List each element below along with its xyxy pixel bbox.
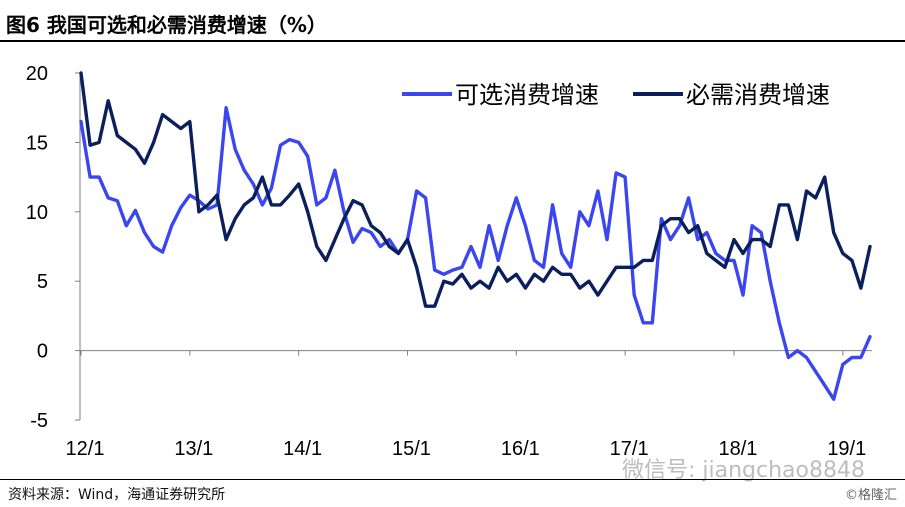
legend-label-optional: 可选消费增速 — [455, 81, 599, 109]
y-tick-label: -5 — [30, 410, 48, 432]
x-tick-label: 19/1 — [827, 438, 866, 460]
x-tick-label: 13/1 — [174, 438, 213, 460]
x-tick-label: 18/1 — [718, 438, 757, 460]
x-tick-label: 14/1 — [283, 438, 322, 460]
x-tick-label: 16/1 — [501, 438, 540, 460]
chart-axes: 20 15 10 5 0 -5 12/1 13/1 14/1 15/1 16/1 17/1 18/1 19… — [26, 63, 872, 460]
chart-title: 图6 我国可选和必需消费增速（%） — [6, 13, 327, 37]
x-tick-label: 15/1 — [392, 438, 431, 460]
chart-legend: 可选消费增速 必需消费增速 — [402, 81, 830, 109]
optional-consumption-line — [79, 105, 872, 401]
y-tick-label: 20 — [26, 63, 48, 85]
wechat-watermark: 微信号: jiangchao8848 — [622, 458, 865, 483]
chart-lines — [79, 71, 872, 401]
y-tick-label: 0 — [37, 341, 48, 363]
y-tick-label: 5 — [37, 271, 48, 293]
y-tick-label: 10 — [26, 202, 48, 224]
y-tick-label: 15 — [26, 132, 48, 154]
x-tick-label: 17/1 — [610, 438, 649, 460]
chart-area: 20 15 10 5 0 -5 12/1 13/1 14/1 15/1 16/1 17/1 18/1 19… — [26, 63, 872, 460]
bottom-rule — [0, 479, 905, 480]
source-note: 资料来源：Wind，海通证券研究所 — [8, 487, 226, 503]
essential-consumption-line — [79, 71, 872, 308]
title-rule — [0, 40, 905, 42]
legend-label-essential: 必需消费增速 — [686, 81, 830, 109]
title-bar: 图6 我国可选和必需消费增速（%） — [0, 0, 905, 42]
copyright-mark: ©格隆汇 — [844, 488, 897, 503]
x-tick-label: 12/1 — [66, 438, 105, 460]
